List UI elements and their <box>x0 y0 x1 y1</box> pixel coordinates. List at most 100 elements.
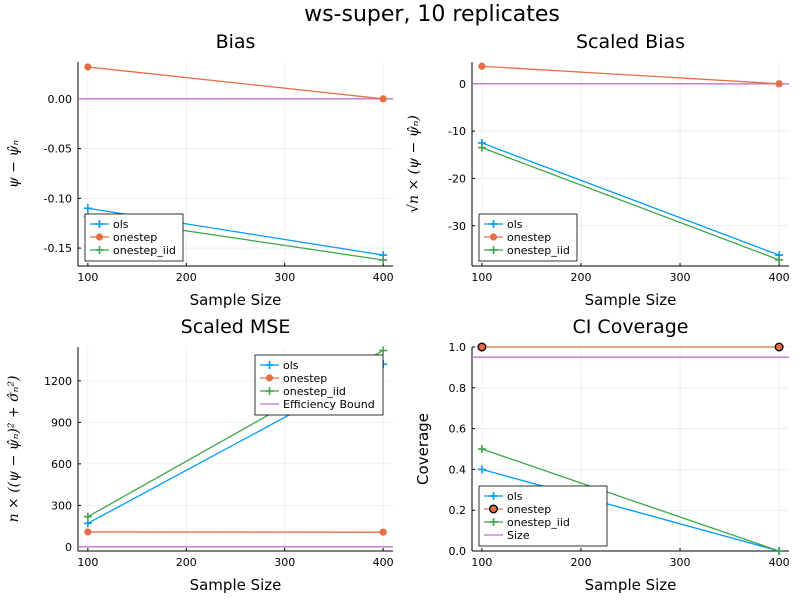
y-tick-label: 1.0 <box>449 341 467 354</box>
series-onestep_iid <box>477 445 784 555</box>
y-tick-label: -10 <box>448 125 466 138</box>
series-line <box>481 142 780 256</box>
y-tick-label: 0.2 <box>449 504 467 517</box>
data-point <box>379 95 387 103</box>
legend-item-onestep_iid: onestep_iid <box>484 244 570 257</box>
data-point <box>379 346 388 355</box>
y-tick-label: 0 <box>459 78 466 91</box>
x-tick-label: 300 <box>274 556 295 569</box>
y-tick-label: 0.00 <box>48 93 73 106</box>
y-tick-label: 900 <box>51 416 72 429</box>
legend-item-onestep: onestep <box>484 503 551 516</box>
series-onestep <box>477 342 784 352</box>
x-tick-label: 300 <box>670 556 691 569</box>
legend-item-bound: Efficiency Bound <box>260 398 375 411</box>
data-point <box>477 143 486 152</box>
legend-label: ols <box>507 490 523 503</box>
legend-item-ols: ols <box>90 218 129 231</box>
legend-label: onestep <box>113 231 157 244</box>
y-tick-label: 0.0 <box>449 545 467 558</box>
series-onestep <box>84 528 387 536</box>
data-point <box>774 342 784 352</box>
data-point <box>478 62 486 70</box>
data-point <box>477 445 486 453</box>
data-point <box>379 528 387 536</box>
legend-item-ols: ols <box>260 359 299 372</box>
panel-4: 100 200 300 400 0.0 0.2 0.4 0.6 0.8 1.0 CI Coverag… <box>414 316 790 594</box>
y-tick-label: -0.10 <box>44 192 72 205</box>
legend-label: onestep_iid <box>507 244 570 257</box>
series-onestep <box>478 62 783 88</box>
legend-marker <box>489 233 498 241</box>
legend-marker <box>95 246 104 254</box>
y-tick-label: 600 <box>51 458 72 471</box>
legend-marker <box>489 504 499 514</box>
x-tick-label: 100 <box>471 556 492 569</box>
x-tick-label: 100 <box>471 271 492 284</box>
series-line <box>481 65 780 85</box>
x-tick-label: 100 <box>77 556 98 569</box>
legend-label: onestep <box>507 231 551 244</box>
y-tick-label: 0.8 <box>449 382 467 395</box>
legend-marker <box>265 361 274 369</box>
legend-label: onestep <box>507 503 551 516</box>
series-line <box>87 66 384 100</box>
panel-title: CI Coverage <box>573 316 689 338</box>
x-tick-label: 400 <box>373 556 394 569</box>
legend-label: ols <box>507 218 523 231</box>
x-tick-label: 400 <box>769 271 790 284</box>
series-line <box>481 448 780 552</box>
y-tick-label: 0.6 <box>449 423 467 436</box>
data-point <box>477 342 487 352</box>
figure-title: ws-super, 10 replicates <box>304 2 560 27</box>
panel-2: 100 200 300 400 -30 -20 -10 0 Scaled Bias Sample … <box>406 31 790 309</box>
legend-marker <box>265 387 274 395</box>
x-axis-label: Sample Size <box>190 576 282 594</box>
series-onestep <box>84 63 387 103</box>
x-axis-label: Sample Size <box>585 576 677 594</box>
data-point <box>83 512 92 521</box>
x-tick-label: 200 <box>570 556 591 569</box>
legend-label: Size <box>507 529 530 542</box>
x-tick-label: 400 <box>769 556 790 569</box>
x-tick-label: 200 <box>176 556 197 569</box>
y-tick-label: -30 <box>448 220 466 233</box>
series-line <box>481 147 780 261</box>
x-axis-label: Sample Size <box>190 291 282 309</box>
legend-label: onestep_iid <box>507 516 570 529</box>
y-axis-label: ψ − ψ̂ₙ <box>6 140 22 189</box>
series-onestep_iid <box>477 143 784 264</box>
y-tick-label: 1200 <box>44 375 72 388</box>
legend-item-bound: Size <box>484 529 530 542</box>
data-point <box>84 63 92 71</box>
data-point <box>477 465 486 474</box>
series-line <box>481 468 780 552</box>
y-tick-label: -0.05 <box>44 143 72 156</box>
legend-item-onestep: onestep <box>90 231 157 244</box>
legend-label: ols <box>113 218 129 231</box>
y-axis-label: n × ((ψ − ψ̂ₙ)² + σ̂ₙ²) <box>6 376 22 523</box>
y-tick-label: -0.15 <box>44 242 72 255</box>
legend-marker <box>265 374 274 382</box>
y-tick-label: 0.4 <box>449 463 467 476</box>
legend-item-onestep: onestep <box>260 372 327 385</box>
x-tick-label: 200 <box>176 271 197 284</box>
legend-marker <box>95 233 104 241</box>
x-tick-label: 200 <box>570 271 591 284</box>
x-tick-label: 300 <box>670 271 691 284</box>
legend-marker <box>489 246 498 254</box>
y-tick-label: 300 <box>51 499 72 512</box>
y-tick-label: -20 <box>448 172 466 185</box>
legend-label: onestep_iid <box>283 385 346 398</box>
legend-item-ols: ols <box>484 490 523 503</box>
data-point <box>775 80 783 88</box>
data-point <box>83 204 92 213</box>
legend-label: Efficiency Bound <box>283 398 375 411</box>
x-axis-label: Sample Size <box>585 291 677 309</box>
y-axis-label: Coverage <box>414 413 432 485</box>
legend-marker <box>95 220 104 228</box>
panel-title: Bias <box>216 31 256 53</box>
legend-label: onestep_iid <box>113 244 176 257</box>
